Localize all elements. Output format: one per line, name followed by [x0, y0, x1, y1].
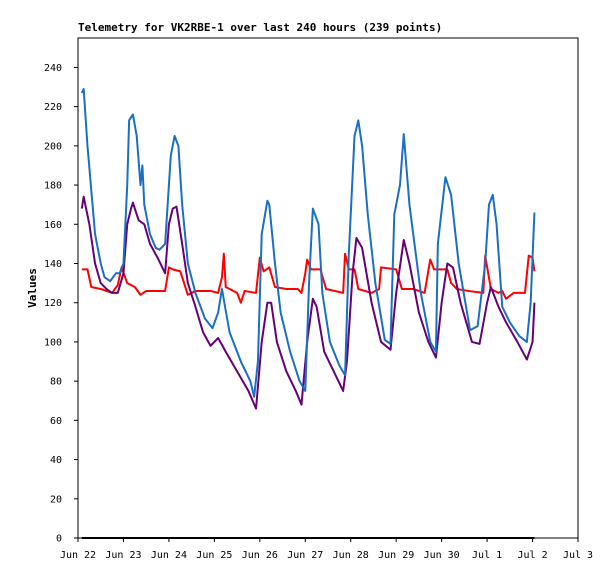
- chart-title: Telemetry for VK2RBE-1 over last 240 hou…: [78, 21, 442, 34]
- y-tick-label: 100: [44, 337, 62, 348]
- y-tick-label: 120: [44, 298, 62, 309]
- x-tick-label: Jun 30: [424, 550, 460, 561]
- y-tick-label: 80: [50, 377, 62, 388]
- y-tick-label: 200: [44, 141, 62, 152]
- y-tick-label: 160: [44, 220, 62, 231]
- x-tick-label: Jun 28: [333, 550, 369, 561]
- y-tick-label: 220: [44, 102, 62, 113]
- x-tick-label: Jul 3: [563, 550, 593, 561]
- y-tick-label: 40: [50, 455, 62, 466]
- y-tick-label: 180: [44, 181, 62, 192]
- x-tick-label: Jun 25: [196, 550, 232, 561]
- x-tick-label: Jun 26: [242, 550, 278, 561]
- x-tick-label: Jul 1: [472, 550, 502, 561]
- x-tick-label: Jun 22: [60, 550, 96, 561]
- series-line: [81, 252, 536, 304]
- y-tick-label: 240: [44, 63, 62, 74]
- series-line: [80, 195, 536, 410]
- x-tick-label: Jun 29: [378, 550, 414, 561]
- y-axis-label: Values: [26, 268, 39, 308]
- y-tick-label: 60: [50, 416, 62, 427]
- y-tick-label: 140: [44, 259, 62, 270]
- x-tick-label: Jul 2: [517, 550, 547, 561]
- series-line: [80, 87, 536, 398]
- plot-frame: [77, 37, 579, 539]
- y-tick-label: 0: [56, 534, 62, 545]
- x-tick-label: Jun 23: [105, 550, 141, 561]
- x-tick-label: Jun 24: [151, 550, 187, 561]
- y-tick-label: 20: [50, 494, 62, 505]
- x-tick-label: Jun 27: [287, 550, 323, 561]
